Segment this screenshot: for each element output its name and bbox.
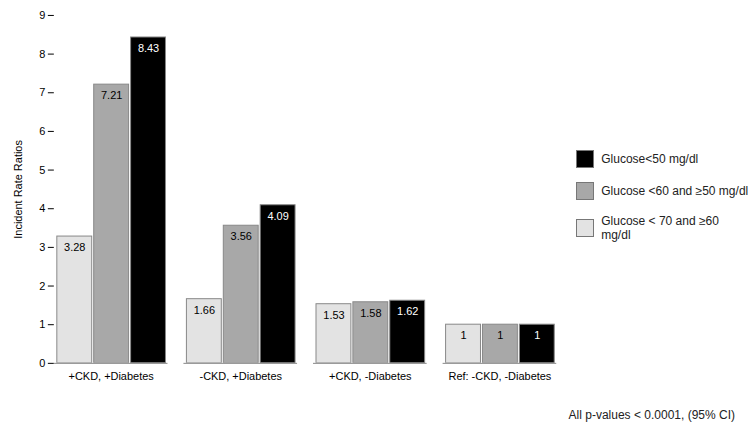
svg-text:1: 1 bbox=[460, 329, 466, 341]
svg-text:1: 1 bbox=[39, 318, 45, 330]
svg-text:1: 1 bbox=[497, 329, 503, 341]
svg-text:9: 9 bbox=[39, 9, 45, 21]
svg-text:7.21: 7.21 bbox=[101, 89, 122, 101]
svg-text:1.66: 1.66 bbox=[194, 304, 215, 316]
svg-text:5: 5 bbox=[39, 164, 45, 176]
svg-text:1.58: 1.58 bbox=[360, 307, 381, 319]
svg-text:8.43: 8.43 bbox=[138, 42, 159, 54]
svg-text:3: 3 bbox=[39, 241, 45, 253]
svg-text:6: 6 bbox=[39, 125, 45, 137]
html-text:Glucose < 70 and ≥60 mg/dl: Glucose < 70 and ≥60 mg/dl bbox=[601, 214, 719, 242]
svg-text:2: 2 bbox=[39, 280, 45, 292]
svg-text:+CKD, +Diabetes: +CKD, +Diabetes bbox=[69, 370, 155, 382]
html-text:Glucose <60 and ≥50 mg/dl: Glucose <60 and ≥50 mg/dl bbox=[601, 184, 749, 198]
svg-text:Incident Rate Ratios: Incident Rate Ratios bbox=[12, 140, 24, 239]
svg-text:-CKD, +Diabetes: -CKD, +Diabetes bbox=[199, 370, 282, 382]
svg-text:3.28: 3.28 bbox=[64, 241, 85, 253]
svg-text:4.09: 4.09 bbox=[267, 210, 288, 222]
svg-text:0: 0 bbox=[39, 357, 45, 369]
svg-text:3.56: 3.56 bbox=[231, 230, 252, 242]
html-text:All p-values < 0.0001, (95% CI: All p-values < 0.0001, (95% CI) bbox=[568, 408, 735, 422]
svg-text:8: 8 bbox=[39, 48, 45, 60]
svg-text:1.53: 1.53 bbox=[323, 309, 344, 321]
svg-text:4: 4 bbox=[39, 202, 45, 214]
svg-text:+CKD, -Diabetes: +CKD, -Diabetes bbox=[329, 370, 412, 382]
svg-text:1.62: 1.62 bbox=[397, 305, 418, 317]
svg-text:7: 7 bbox=[39, 86, 45, 98]
svg-text:1: 1 bbox=[534, 329, 540, 341]
svg-text:Ref: -CKD, -Diabetes: Ref: -CKD, -Diabetes bbox=[448, 370, 551, 382]
html-text:Glucose<50 mg/dl: Glucose<50 mg/dl bbox=[601, 152, 699, 166]
